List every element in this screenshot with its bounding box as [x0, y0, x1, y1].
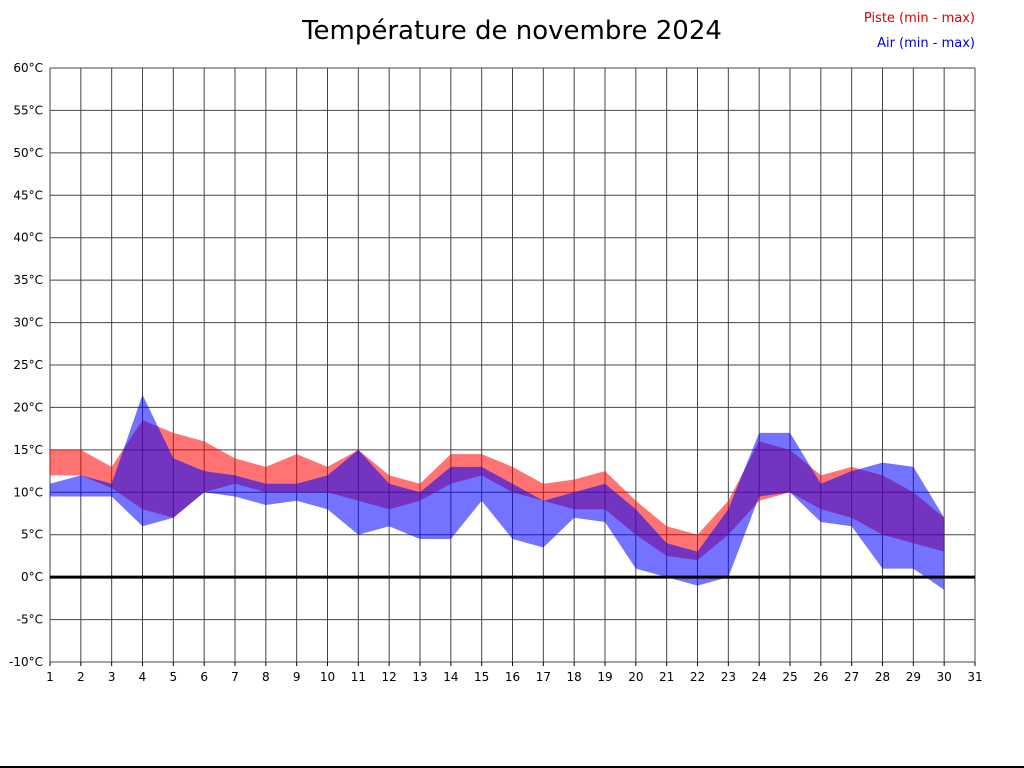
- y-tick-label: 15°C: [13, 443, 43, 457]
- x-tick-label: 18: [567, 670, 582, 684]
- x-tick-label: 1: [46, 670, 54, 684]
- x-tick-label: 26: [813, 670, 828, 684]
- x-tick-label: 8: [262, 670, 270, 684]
- x-tick-label: 3: [108, 670, 116, 684]
- x-tick-label: 28: [875, 670, 890, 684]
- y-tick-label: 50°C: [13, 146, 43, 160]
- x-tick-label: 23: [721, 670, 736, 684]
- x-tick-label: 5: [170, 670, 178, 684]
- x-tick-label: 24: [752, 670, 767, 684]
- y-tick-label: 35°C: [13, 273, 43, 287]
- y-tick-label: 10°C: [13, 485, 43, 499]
- y-tick-label: 30°C: [13, 316, 43, 330]
- x-tick-label: 20: [628, 670, 643, 684]
- x-tick-label: 15: [474, 670, 489, 684]
- y-tick-label: 60°C: [13, 61, 43, 75]
- x-tick-label: 9: [293, 670, 301, 684]
- x-tick-label: 22: [690, 670, 705, 684]
- y-tick-label: 45°C: [13, 188, 43, 202]
- legend: Piste (min - max) Air (min - max): [864, 6, 975, 56]
- band-air: [50, 394, 945, 590]
- x-tick-label: 17: [536, 670, 551, 684]
- x-tick-label: 29: [906, 670, 921, 684]
- y-tick-label: -5°C: [17, 613, 43, 627]
- x-tick-label: 31: [967, 670, 982, 684]
- x-tick-label: 30: [937, 670, 952, 684]
- x-tick-label: 2: [77, 670, 85, 684]
- chart-title: Température de novembre 2024: [302, 16, 722, 46]
- x-tick-label: 19: [597, 670, 612, 684]
- y-tick-label: 5°C: [21, 528, 43, 542]
- x-tick-label: 7: [231, 670, 239, 684]
- x-tick-label: 13: [412, 670, 427, 684]
- y-tick-label: 55°C: [13, 103, 43, 117]
- y-tick-label: 0°C: [21, 570, 43, 584]
- x-tick-label: 14: [443, 670, 458, 684]
- y-tick-label: 25°C: [13, 358, 43, 372]
- x-tick-label: 4: [139, 670, 147, 684]
- y-tick-label: 20°C: [13, 400, 43, 414]
- x-tick-label: 16: [505, 670, 520, 684]
- x-tick-label: 11: [351, 670, 366, 684]
- y-tick-label: -10°C: [9, 655, 43, 669]
- x-tick-label: 21: [659, 670, 674, 684]
- legend-item-air: Air (min - max): [877, 36, 975, 51]
- x-tick-label: 25: [782, 670, 797, 684]
- y-tick-label: 40°C: [13, 231, 43, 245]
- x-tick-label: 6: [200, 670, 208, 684]
- x-tick-label: 10: [320, 670, 335, 684]
- x-tick-label: 27: [844, 670, 859, 684]
- x-tick-label: 12: [382, 670, 397, 684]
- legend-item-piste: Piste (min - max): [863, 11, 975, 26]
